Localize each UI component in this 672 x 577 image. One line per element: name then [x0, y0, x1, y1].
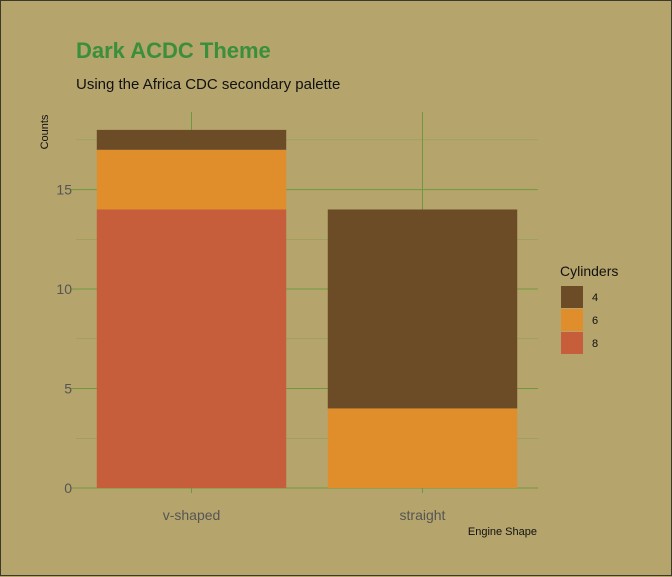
y-tick-label: 5	[64, 381, 72, 397]
x-axis-title: Engine Shape	[468, 526, 537, 538]
legend-entries: 4 6 8	[561, 286, 598, 354]
bar-straight-cyl-6	[327, 408, 518, 488]
legend-label-4: 4	[592, 292, 598, 304]
axis-ticks: 0 5 10 15 v-shaped straight	[56, 182, 445, 523]
bar-v-shaped-cyl-4	[96, 129, 287, 150]
legend-swatch-6	[561, 309, 583, 331]
y-tick-label: 0	[64, 480, 72, 496]
legend-label-8: 8	[592, 338, 598, 350]
x-tick-label: v-shaped	[163, 507, 221, 523]
x-tick-label: straight	[400, 507, 446, 523]
legend-swatch-8	[561, 332, 583, 354]
y-tick-label: 15	[56, 182, 72, 198]
bars	[96, 129, 518, 488]
bar-straight-cyl-4	[327, 209, 518, 409]
legend-title: Cylinders	[560, 263, 618, 279]
bar-v-shaped-cyl-6	[96, 149, 287, 210]
bar-v-shaped-cyl-8	[96, 209, 287, 488]
chart-title: Dark ACDC Theme	[76, 38, 271, 63]
legend-label-6: 6	[592, 315, 598, 327]
y-tick-label: 10	[56, 281, 72, 297]
legend: Cylinders 4 6 8	[560, 263, 618, 354]
y-axis-title: Counts	[39, 114, 51, 149]
chart-subtitle: Using the Africa CDC secondary palette	[76, 76, 340, 93]
legend-swatch-4	[561, 286, 583, 308]
